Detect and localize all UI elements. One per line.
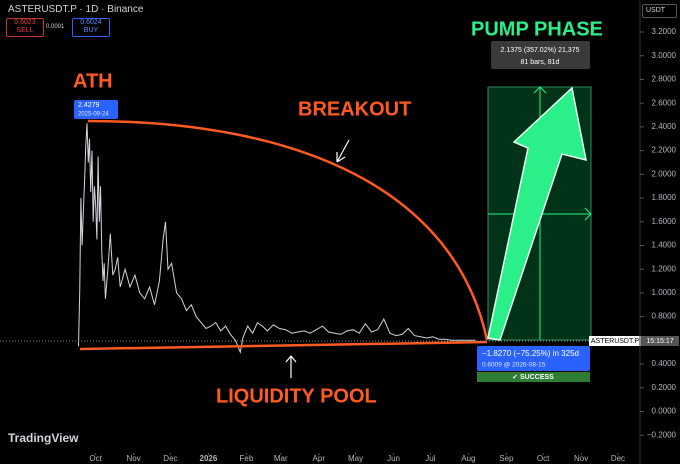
measure-info — [491, 41, 590, 69]
ath-date: 2025-09-24 — [78, 112, 109, 118]
x-tick-label: Jul — [425, 454, 435, 463]
x-tick-label: Sep — [499, 454, 514, 463]
ath-tag — [74, 100, 118, 119]
y-tick-label: 0.8000 — [652, 312, 677, 321]
y-tick-label: 1.8000 — [652, 193, 677, 202]
drop-detail: 0.6009 @ 2026-08-15 — [482, 362, 546, 369]
x-tick-label: Dec — [163, 454, 177, 463]
countdown-tag — [641, 336, 679, 346]
y-tick-label: 2.6000 — [652, 98, 677, 107]
measure-arrows — [533, 86, 592, 221]
y-tick-label: 1.4000 — [652, 241, 677, 250]
buy-button[interactable]: 0.6024 BUY — [72, 18, 110, 37]
measure-change: 2.1375 (357.02%) 21,375 — [500, 47, 579, 54]
ath-label: ATH — [73, 70, 113, 92]
y-tick-label: 1.2000 — [652, 264, 677, 273]
buy-price: 0.6024 — [80, 19, 102, 26]
sell-price: 0.6023 — [14, 19, 36, 26]
pump-label: PUMP PHASE — [471, 18, 603, 40]
drop-change: −1.8270 (−75.25%) in 325d — [482, 349, 579, 358]
breakout-pointer — [336, 139, 350, 163]
price-symbol-tag — [589, 336, 641, 346]
price-line — [78, 123, 476, 354]
liquidity-line — [79, 340, 488, 351]
x-tick-label: Oct — [89, 454, 102, 463]
y-tick-label: 2.8000 — [652, 75, 677, 84]
x-tick-label: Mar — [274, 454, 288, 463]
x-tick-label: Feb — [240, 454, 254, 463]
sell-label: SELL — [16, 27, 34, 34]
y-tick-label: −0.2000 — [647, 430, 677, 439]
drop-info — [477, 346, 590, 371]
currency-select[interactable]: USDT — [642, 4, 677, 18]
y-tick-label: 3.2000 — [652, 27, 677, 36]
y-tick-label: 0.2000 — [652, 383, 677, 392]
price-symbol: ASTERUSDT.P — [591, 338, 640, 345]
liquidity-label: LIQUIDITY POOL — [216, 385, 377, 407]
x-tick-label: May — [348, 454, 363, 463]
breakout-label: BREAKOUT — [298, 98, 411, 120]
sell-button[interactable]: 0.6023 SELL — [6, 18, 44, 37]
y-tick-label: 0.4000 — [652, 359, 677, 368]
y-tick-label: 0.0000 — [652, 407, 677, 416]
y-tick-label: 3.0000 — [652, 51, 677, 60]
x-tick-label: Nov — [127, 454, 141, 463]
x-tick-label: 2026 — [200, 454, 218, 463]
ath-price: 2.4279 — [78, 102, 100, 109]
spread: 0.0001 — [46, 24, 65, 30]
y-tick-label: 2.4000 — [652, 122, 677, 131]
x-tick-label: Jun — [387, 454, 400, 463]
measure-bars: 81 bars, 81d — [521, 59, 560, 66]
liquidity-pointer — [285, 355, 297, 378]
countdown: 15:15:17 — [646, 338, 673, 345]
logo: TradingView — [8, 431, 79, 445]
y-tick-label: 2.0000 — [652, 169, 677, 178]
breakout-curve — [87, 119, 489, 341]
x-tick-label: Dec — [611, 454, 625, 463]
y-tick-label: 2.2000 — [652, 146, 677, 155]
x-tick-label: Nov — [574, 454, 588, 463]
x-tick-label: Aug — [461, 454, 475, 463]
symbol-title: ASTERUSDT.P · 1D · Binance — [8, 4, 144, 15]
success-label: ✓ SUCCESS — [512, 374, 554, 381]
x-tick-label: Oct — [537, 454, 550, 463]
y-tick-label: 1.0000 — [652, 288, 677, 297]
buy-label: BUY — [83, 27, 99, 34]
y-tick-label: 1.6000 — [652, 217, 677, 226]
pump-arrow — [487, 86, 587, 341]
success-tag — [477, 372, 590, 382]
x-tick-label: Apr — [313, 454, 326, 463]
